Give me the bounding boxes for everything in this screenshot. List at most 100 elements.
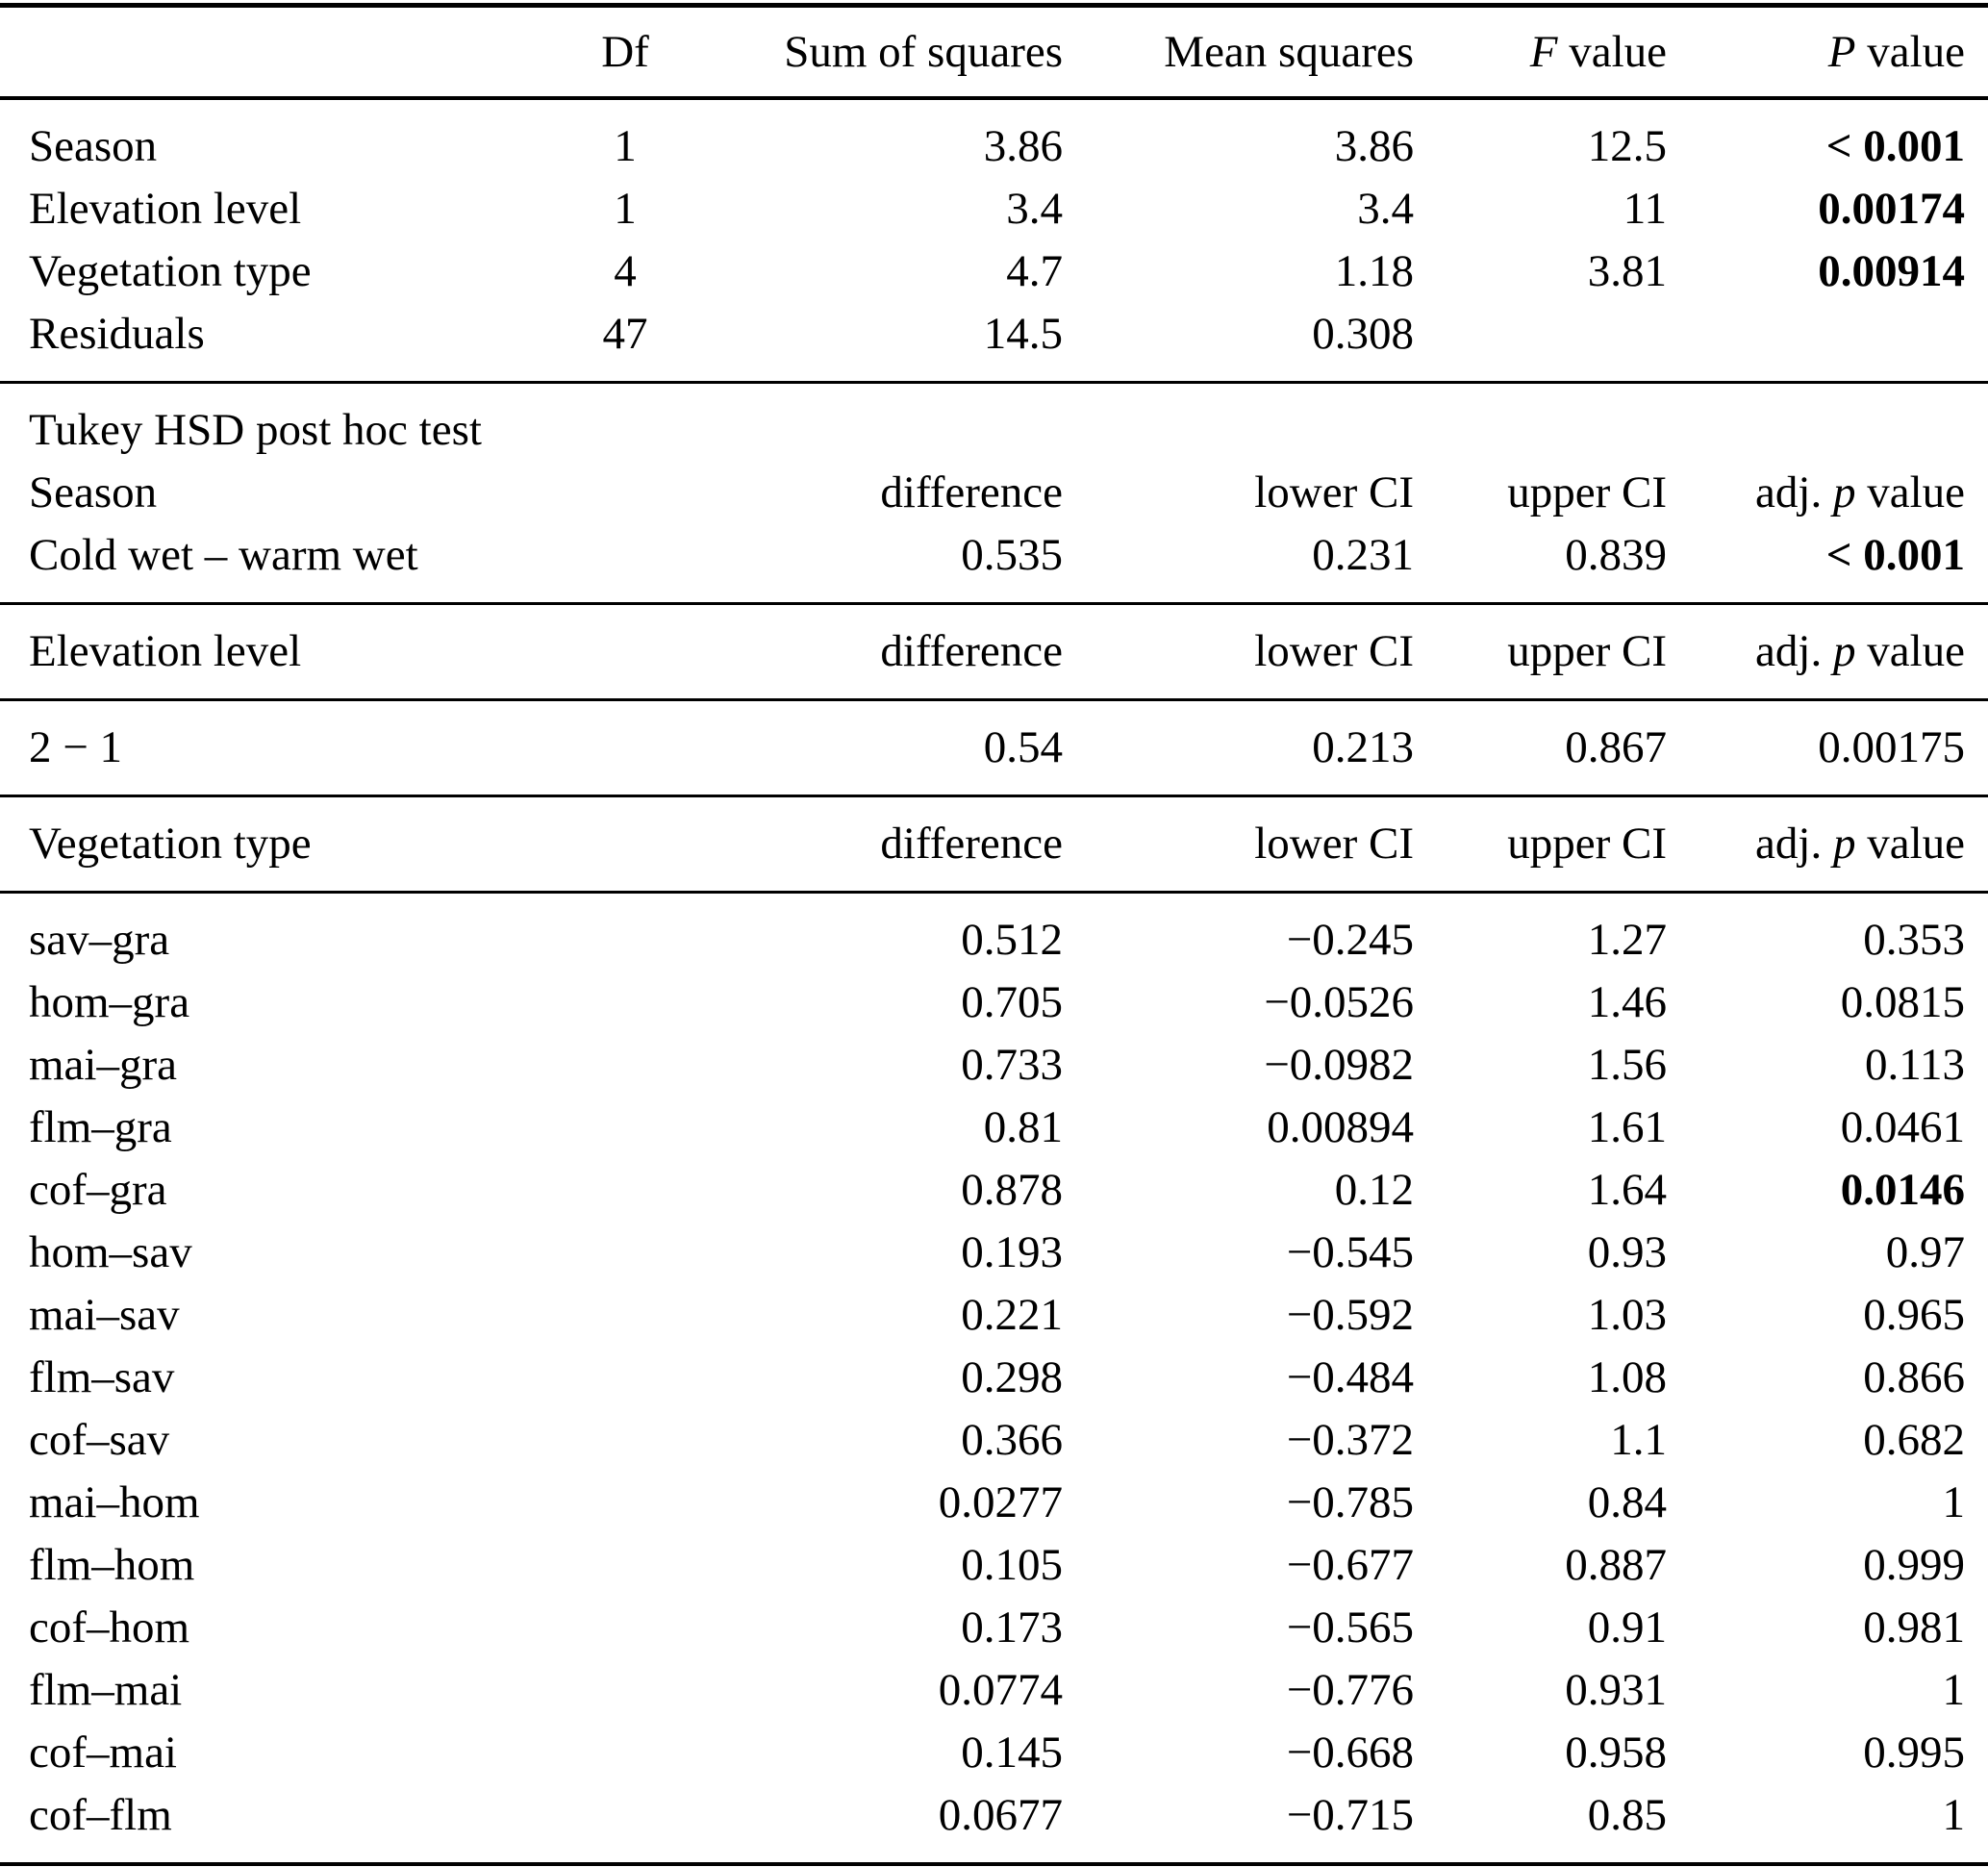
adj-p-cell: 1 xyxy=(1942,1790,1966,1841)
lower-ci-cell: −0.0982 xyxy=(1264,1040,1414,1091)
difference-cell: 0.878 xyxy=(961,1165,1063,1216)
row-label: mai–sav xyxy=(29,1290,180,1341)
table-row-season: Season 1 3.86 3.86 12.5 < 0.001 xyxy=(0,98,1988,178)
upper-ci-cell: 0.958 xyxy=(1565,1728,1667,1779)
table-row-cof-sav: cof–sav 0.366 −0.372 1.1 0.682 xyxy=(0,1409,1988,1472)
row-label: Vegetation type xyxy=(29,246,312,297)
table-row-hom-sav: hom–sav 0.193 −0.545 0.93 0.97 xyxy=(0,1222,1988,1284)
table-row-sav-gra: sav–gra 0.512 −0.245 1.27 0.353 xyxy=(0,893,1988,972)
table-row-mai-gra: mai–gra 0.733 −0.0982 1.56 0.113 xyxy=(0,1034,1988,1097)
df-cell: 1 xyxy=(614,184,637,235)
f-value-cell: 11 xyxy=(1623,184,1667,235)
lower-ci-cell: 0.00894 xyxy=(1267,1102,1414,1153)
p-value-cell: 0.00174 xyxy=(1818,184,1965,235)
adj-p-cell: 1 xyxy=(1942,1477,1966,1528)
adj-p-cell: 0.0146 xyxy=(1840,1165,1965,1216)
adj-p-cell: 0.981 xyxy=(1863,1602,1965,1653)
season-group-label: Season xyxy=(29,467,158,518)
adj-p-cell: 0.0461 xyxy=(1840,1102,1965,1153)
tukey-season-header-row: Season difference lower CI upper CI adj.… xyxy=(0,462,1988,524)
row-label: flm–gra xyxy=(29,1102,172,1153)
p-value-cell: 0.00914 xyxy=(1818,246,1965,297)
table-row-mai-hom: mai–hom 0.0277 −0.785 0.84 1 xyxy=(0,1472,1988,1534)
f-value-cell xyxy=(1414,303,1667,383)
upper-ci-cell: 1.56 xyxy=(1587,1040,1667,1091)
upper-ci-cell: 1.64 xyxy=(1587,1165,1667,1216)
table-row-flm-hom: flm–hom 0.105 −0.677 0.887 0.999 xyxy=(0,1534,1988,1597)
adj-p-column-header: adj. p value xyxy=(1667,604,1988,700)
difference-cell: 0.193 xyxy=(961,1227,1063,1278)
row-label: Cold wet – warm wet xyxy=(29,530,418,581)
stats-table: Df Sum of squares Mean squares F value P… xyxy=(0,3,1988,1866)
adj-p-cell: 0.353 xyxy=(1863,915,1965,966)
adj-p-cell: 1 xyxy=(1942,1665,1966,1716)
table-row-flm-mai: flm–mai 0.0774 −0.776 0.931 1 xyxy=(0,1659,1988,1722)
upper-ci-cell: 0.91 xyxy=(1587,1602,1667,1653)
table-row-cof-gra: cof–gra 0.878 0.12 1.64 0.0146 xyxy=(0,1159,1988,1222)
lower-ci-cell: −0.677 xyxy=(1286,1540,1414,1591)
f-value-column-header: F value xyxy=(1414,6,1667,99)
lower-ci-cell: −0.0526 xyxy=(1264,977,1414,1028)
lower-ci-cell: −0.668 xyxy=(1286,1728,1414,1779)
table-row-coldwet-warmwet: Cold wet – warm wet 0.535 0.231 0.839 < … xyxy=(0,524,1988,604)
difference-cell: 0.0677 xyxy=(938,1790,1063,1841)
adj-p-cell: < 0.001 xyxy=(1825,530,1965,581)
lower-ci-cell: −0.592 xyxy=(1286,1290,1414,1341)
row-label: flm–mai xyxy=(29,1665,183,1716)
adj-rest: value xyxy=(1855,467,1965,518)
tukey-elevation-section: Elevation level difference lower CI uppe… xyxy=(0,604,1988,796)
sum-sq-cell: 3.4 xyxy=(1006,184,1063,235)
tukey-vegetation-section: Vegetation type difference lower CI uppe… xyxy=(0,796,1988,1864)
upper-ci-cell: 1.27 xyxy=(1587,915,1667,966)
f-value-cell: 3.81 xyxy=(1587,246,1667,297)
adj-p-italic: p xyxy=(1832,819,1856,870)
upper-ci-cell: 0.85 xyxy=(1587,1790,1667,1841)
adj-prefix: adj. xyxy=(1755,467,1833,518)
table-row-flm-gra: flm–gra 0.81 0.00894 1.61 0.0461 xyxy=(0,1097,1988,1159)
table-row-residuals: Residuals 47 14.5 0.308 xyxy=(0,303,1988,383)
elevation-group-label: Elevation level xyxy=(29,626,302,677)
df-cell: 1 xyxy=(614,121,637,172)
mean-sq-cell: 3.4 xyxy=(1357,184,1414,235)
row-label: sav–gra xyxy=(29,915,170,966)
lower-ci-cell: −0.545 xyxy=(1286,1227,1414,1278)
anova-header-row: Df Sum of squares Mean squares F value P… xyxy=(0,5,1988,99)
difference-cell: 0.0774 xyxy=(938,1665,1063,1716)
difference-cell: 0.81 xyxy=(983,1102,1063,1153)
lower-ci-column-header: lower CI xyxy=(1254,467,1414,518)
upper-ci-column-header: upper CI xyxy=(1507,626,1667,677)
sum-sq-cell: 3.86 xyxy=(983,121,1063,172)
upper-ci-cell: 1.1 xyxy=(1610,1415,1667,1466)
lower-ci-cell: 0.213 xyxy=(1312,722,1414,773)
difference-cell: 0.535 xyxy=(961,530,1063,581)
difference-column-header: difference xyxy=(880,467,1063,518)
row-label: Residuals xyxy=(29,309,205,360)
p-value-cell xyxy=(1667,303,1988,383)
table-row-elevation: Elevation level 1 3.4 3.4 11 0.00174 xyxy=(0,178,1988,240)
tukey-vegetation-header-row: Vegetation type difference lower CI uppe… xyxy=(0,796,1988,893)
sum-sq-cell: 4.7 xyxy=(1006,246,1063,297)
adj-prefix: adj. xyxy=(1755,819,1833,870)
p-value-cell: < 0.001 xyxy=(1825,121,1965,172)
tukey-season-section: Tukey HSD post hoc test Season differenc… xyxy=(0,383,1988,604)
mean-sq-cell: 1.18 xyxy=(1334,246,1414,297)
difference-cell: 0.733 xyxy=(961,1040,1063,1091)
row-label: cof–sav xyxy=(29,1415,170,1466)
upper-ci-cell: 0.839 xyxy=(1565,530,1667,581)
adj-p-italic: p xyxy=(1832,626,1856,677)
difference-cell: 0.221 xyxy=(961,1290,1063,1341)
df-column-header: Df xyxy=(601,26,649,77)
lower-ci-cell: −0.484 xyxy=(1286,1352,1414,1403)
difference-cell: 0.105 xyxy=(961,1540,1063,1591)
row-label: 2 − 1 xyxy=(29,722,123,773)
upper-ci-cell: 1.03 xyxy=(1587,1290,1667,1341)
upper-ci-cell: 0.93 xyxy=(1587,1227,1667,1278)
anova-section: Df Sum of squares Mean squares F value P… xyxy=(0,5,1988,383)
lower-ci-column-header: lower CI xyxy=(1254,819,1414,870)
table-row-cof-hom: cof–hom 0.173 −0.565 0.91 0.981 xyxy=(0,1597,1988,1659)
difference-cell: 0.54 xyxy=(983,722,1063,773)
adj-p-cell: 0.97 xyxy=(1885,1227,1965,1278)
df-cell: 4 xyxy=(614,246,637,297)
vegetation-group-label: Vegetation type xyxy=(29,819,312,870)
mean-squares-column-header: Mean squares xyxy=(1164,26,1414,77)
